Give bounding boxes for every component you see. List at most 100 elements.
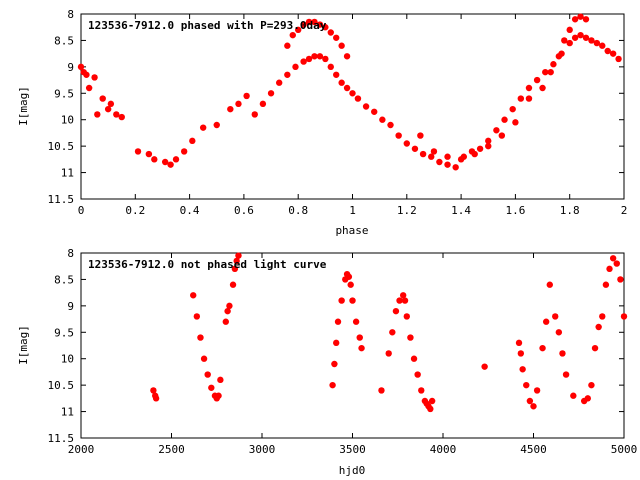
top-plot-frame <box>80 13 625 200</box>
bottom-plot-xlabel: hjd0 <box>339 464 366 477</box>
top-data-point <box>539 84 546 92</box>
bottom-data-point <box>224 307 231 315</box>
bottom-data-point <box>562 371 570 378</box>
bottom-data-point <box>584 395 591 402</box>
top-data-point <box>571 16 579 23</box>
bottom-data-point <box>407 334 414 341</box>
bottom-data-point <box>193 313 201 320</box>
top-data-point <box>599 42 606 49</box>
bottom-data-point <box>517 350 525 357</box>
top-data-point <box>167 161 174 168</box>
top-data-point <box>295 26 302 34</box>
top-data-point <box>498 132 506 139</box>
bottom-data-point <box>588 381 595 389</box>
top-data-point <box>542 68 549 76</box>
bottom-xtick-label: 3500 <box>339 443 366 456</box>
bottom-data-point <box>555 329 563 336</box>
bottom-data-point <box>533 387 541 394</box>
bottom-data-point <box>352 318 360 325</box>
top-data-point <box>289 31 296 39</box>
bottom-data-point <box>617 276 624 283</box>
top-ytick-label: 9.5 <box>54 87 74 100</box>
top-data-point <box>83 71 90 78</box>
bottom-data-point <box>396 297 403 304</box>
bottom-data-point <box>613 260 620 267</box>
top-data-point <box>485 137 492 145</box>
top-data-point <box>151 156 158 163</box>
top-data-point <box>452 164 459 171</box>
top-xtick-label: 2 <box>621 204 628 217</box>
top-data-point <box>338 79 345 86</box>
top-data-point <box>300 58 307 65</box>
bottom-data-point <box>392 307 400 315</box>
top-data-point <box>512 119 519 126</box>
top-plot-points <box>77 13 622 171</box>
bottom-plot-points <box>150 252 628 413</box>
bottom-data-point <box>591 344 599 352</box>
top-data-point <box>243 92 250 100</box>
top-data-point <box>577 31 584 39</box>
top-xtick-label: 0.6 <box>234 204 254 217</box>
top-data-point <box>189 137 196 145</box>
top-data-point <box>327 29 334 36</box>
bottom-ytick-label: 9.5 <box>54 326 74 339</box>
top-data-point <box>343 84 351 92</box>
top-data-point <box>471 150 478 158</box>
top-xtick-label: 1.6 <box>505 204 525 217</box>
top-data-point <box>251 111 258 118</box>
top-data-point <box>444 153 451 160</box>
top-data-point <box>85 84 93 92</box>
bottom-data-point <box>200 355 208 362</box>
bottom-data-point <box>358 344 365 352</box>
bottom-data-point <box>401 297 409 304</box>
bottom-data-point <box>345 273 353 280</box>
top-data-point <box>525 84 533 92</box>
top-ytick-label: 11 <box>61 167 74 180</box>
bottom-data-point <box>515 339 523 347</box>
top-data-point <box>550 61 557 68</box>
top-data-point <box>354 95 362 102</box>
top-data-point <box>275 79 283 86</box>
bottom-data-point <box>215 392 222 399</box>
top-ytick-label: 8 <box>67 8 74 21</box>
bottom-data-point <box>609 255 617 262</box>
bottom-data-point <box>385 350 392 357</box>
bottom-data-point <box>229 281 237 288</box>
top-data-point <box>362 103 370 110</box>
top-data-point <box>371 108 378 115</box>
bottom-data-point <box>349 297 356 304</box>
bottom-data-point <box>338 297 345 304</box>
bottom-data-point <box>233 257 240 265</box>
bottom-data-point <box>235 252 242 259</box>
bottom-xtick-label: 2500 <box>158 443 185 456</box>
top-xtick-label: 0.8 <box>288 204 308 217</box>
top-data-point <box>94 111 101 118</box>
bottom-plot-title: 123536-7912.0 not phased light curve <box>88 258 327 271</box>
top-data-point <box>566 39 573 47</box>
top-data-point <box>430 148 438 155</box>
top-data-point <box>533 76 541 84</box>
top-data-point <box>588 37 595 44</box>
bottom-data-point <box>530 403 537 410</box>
bottom-data-point <box>378 387 385 394</box>
bottom-data-point <box>356 334 363 341</box>
top-plot-xlabel: phase <box>335 224 368 237</box>
bottom-data-point <box>620 313 628 320</box>
bottom-data-point <box>329 381 336 389</box>
bottom-data-point <box>546 281 553 288</box>
bottom-data-point <box>595 323 602 331</box>
bottom-data-point <box>559 350 566 357</box>
top-data-point <box>417 132 424 139</box>
top-data-point <box>493 127 500 134</box>
top-xtick-label: 1 <box>349 204 356 217</box>
top-data-point <box>403 140 410 147</box>
bottom-data-point <box>552 313 559 320</box>
top-data-point <box>145 150 153 158</box>
top-data-point <box>104 105 112 113</box>
top-plot: 0 0.2 0.4 0.6 0.8 1 1.2 1.4 1.6 1.8 2 8 8.5 9 9.5 10 10.… <box>17 8 627 237</box>
top-data-point <box>547 68 554 76</box>
top-data-point <box>593 39 601 47</box>
bottom-data-point <box>222 318 229 325</box>
bottom-plot: 2000 2500 3000 3500 4000 4500 5000 8 8.5 9 9.5 10 10… <box>17 247 637 477</box>
